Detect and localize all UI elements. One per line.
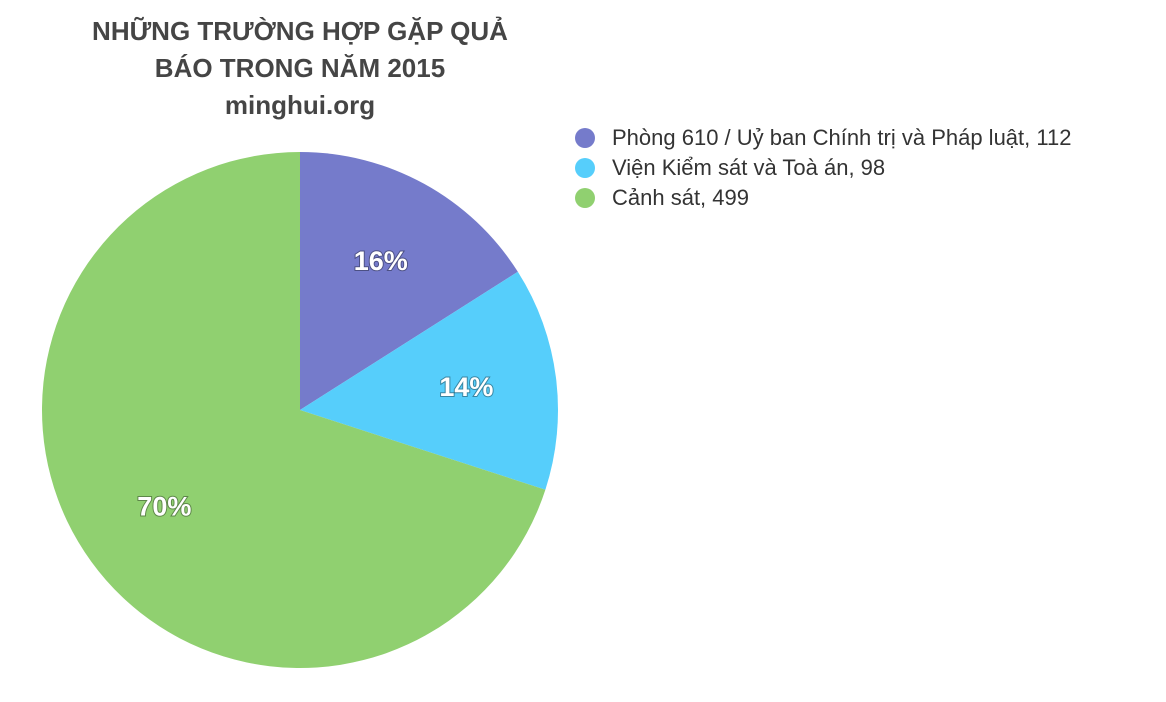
data-label: 14% bbox=[439, 372, 493, 402]
chart-title: minghui.org bbox=[225, 90, 375, 120]
legend-label: Viện Kiểm sát và Toà án, 98 bbox=[612, 155, 885, 180]
chart-title: NHỮNG TRƯỜNG HỢP GẶP QUẢ bbox=[92, 16, 508, 46]
chart-title: BÁO TRONG NĂM 2015 bbox=[155, 53, 445, 83]
legend-label: Phòng 610 / Uỷ ban Chính trị và Pháp luậ… bbox=[612, 125, 1071, 150]
pie-slice bbox=[300, 271, 558, 490]
pie-slice bbox=[41, 152, 546, 668]
data-label: 70% bbox=[137, 492, 191, 522]
pie-slice bbox=[300, 152, 518, 410]
legend-marker bbox=[575, 188, 595, 208]
legend-marker bbox=[575, 158, 595, 178]
data-label: 16% bbox=[354, 246, 408, 276]
legend-marker bbox=[575, 128, 595, 148]
legend-label: Cảnh sát, 499 bbox=[612, 185, 749, 210]
